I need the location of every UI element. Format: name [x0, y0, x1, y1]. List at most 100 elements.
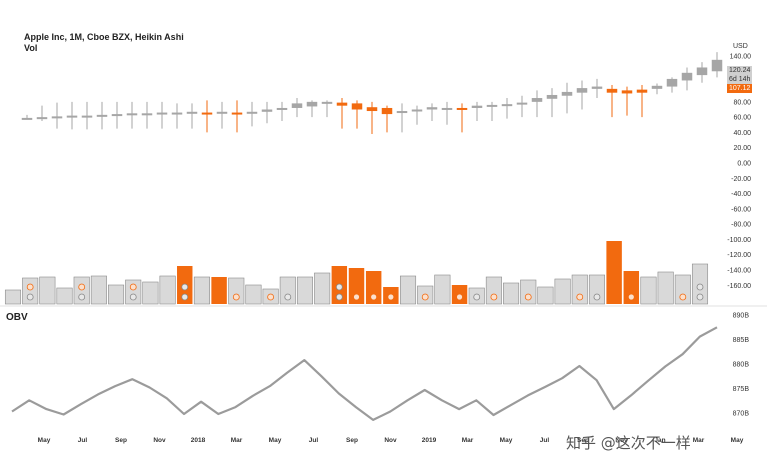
x-tick-label: May	[269, 437, 282, 444]
candle-body	[486, 104, 498, 107]
candle-body	[21, 117, 33, 120]
volume-bar	[606, 241, 622, 304]
obv-tick-label: 880B	[733, 362, 750, 369]
candle-body	[606, 88, 618, 93]
y-tick-label: -100.00	[727, 237, 751, 244]
volume-bar	[90, 275, 107, 305]
x-tick-label: Nov	[615, 437, 628, 444]
candle-body	[141, 113, 153, 116]
volume-bar	[4, 289, 22, 305]
volume-bar	[657, 271, 674, 305]
x-tick-label: May	[731, 437, 744, 444]
x-tick-label: 2018	[191, 437, 206, 444]
x-tick-label: May	[38, 437, 51, 444]
y-tick-label: 80.00	[733, 99, 751, 106]
volume-bar	[314, 272, 331, 305]
time-axis: May Jul Sep Nov 2018 Mar May Jul Sep Nov 2019 Mar Ma…	[38, 437, 744, 444]
x-tick-label: Sep	[115, 437, 127, 444]
y-tick-label: -120.00	[727, 252, 751, 259]
candle-body	[651, 85, 663, 89]
obv-title: OBV	[6, 312, 28, 323]
candle-body	[351, 103, 363, 110]
candle-body	[261, 109, 273, 112]
y-tick-label: -20.00	[731, 176, 751, 183]
candle-body	[246, 111, 258, 114]
obv-line	[11, 326, 718, 421]
volume-bar	[537, 286, 554, 305]
x-tick-label: Sep	[577, 437, 589, 444]
candle-body	[201, 112, 213, 115]
candle-body	[531, 98, 543, 102]
y-tick-label: -40.00	[731, 191, 751, 198]
event-badge-orange	[387, 293, 395, 301]
x-tick-label: Nov	[153, 437, 166, 444]
y-tick-label: 140.00	[730, 54, 752, 61]
volume-bar	[211, 277, 227, 304]
candle-body	[306, 101, 318, 107]
y-tick-label: 0.00	[737, 161, 751, 168]
candle-body	[216, 111, 228, 114]
event-badge-orange	[490, 293, 498, 301]
last-price-tag: 120.24	[727, 66, 753, 75]
x-tick-label: May	[500, 437, 513, 444]
candle-body	[636, 89, 648, 93]
event-badge-orange	[129, 283, 137, 291]
y-tick-label: -160.00	[727, 283, 751, 290]
candle-body	[291, 103, 303, 108]
obv-tick-label: 885B	[733, 337, 750, 344]
event-badge-gray	[129, 293, 137, 301]
event-badge-gray	[593, 293, 601, 301]
candle-body	[471, 105, 483, 108]
volume-bar	[640, 276, 657, 305]
candle-body	[696, 67, 708, 76]
candle-body	[441, 107, 453, 110]
candle-body	[186, 111, 198, 114]
y-tick-label: 20.00	[733, 145, 751, 152]
volume-bar	[434, 274, 451, 305]
event-badge-gray	[26, 293, 34, 301]
x-tick-label: Jul	[540, 437, 550, 444]
volume-bar	[348, 268, 365, 304]
watermark: 知乎 @这次不一样	[566, 434, 691, 452]
chart-title: Apple Inc, 1M, Cboe BZX, Heikin Ashi	[24, 32, 184, 42]
price-tag-orange: 107.12	[727, 84, 753, 93]
candle-body	[156, 112, 168, 115]
event-badge-gray	[181, 283, 189, 291]
y-tick-label: -140.00	[727, 268, 751, 275]
y-tick-label: -60.00	[731, 206, 751, 213]
candle-body	[96, 114, 108, 117]
candle-body	[336, 102, 348, 106]
event-badge-orange	[524, 293, 532, 301]
candle-body	[516, 102, 528, 105]
candle-body	[126, 113, 138, 116]
candle-body	[591, 86, 603, 89]
candle-body	[36, 117, 48, 120]
candle-body	[681, 72, 693, 81]
x-tick-label: Sep	[346, 437, 358, 444]
volume-bar	[56, 287, 73, 305]
volume-bar	[571, 274, 588, 305]
event-badge-orange	[26, 283, 34, 291]
volume-bar	[365, 271, 382, 304]
candle-body	[111, 114, 123, 117]
volume-bar	[503, 282, 520, 305]
candle-body	[621, 90, 633, 94]
volume-bar	[485, 276, 502, 305]
candle-body	[576, 88, 588, 93]
volume-bar	[520, 279, 537, 305]
volume-bar	[228, 277, 245, 305]
candle-body	[561, 91, 573, 96]
event-badge-orange	[78, 283, 86, 291]
obv-tick-label: 890B	[733, 313, 750, 320]
volume-bar	[108, 284, 125, 305]
event-badge-gray	[696, 293, 704, 301]
obv-tick-label: 875B	[733, 386, 750, 393]
candlestick-series	[21, 52, 723, 134]
countdown-tag: 6d 14h	[727, 75, 753, 84]
volume-bar	[588, 274, 605, 305]
obv-axis: 870B 875B 880B 885B 890B	[733, 313, 750, 418]
x-tick-label: Jan	[654, 437, 665, 444]
x-tick-label: Mar	[462, 437, 474, 444]
volume-series	[4, 241, 709, 305]
volume-bar	[279, 276, 296, 305]
